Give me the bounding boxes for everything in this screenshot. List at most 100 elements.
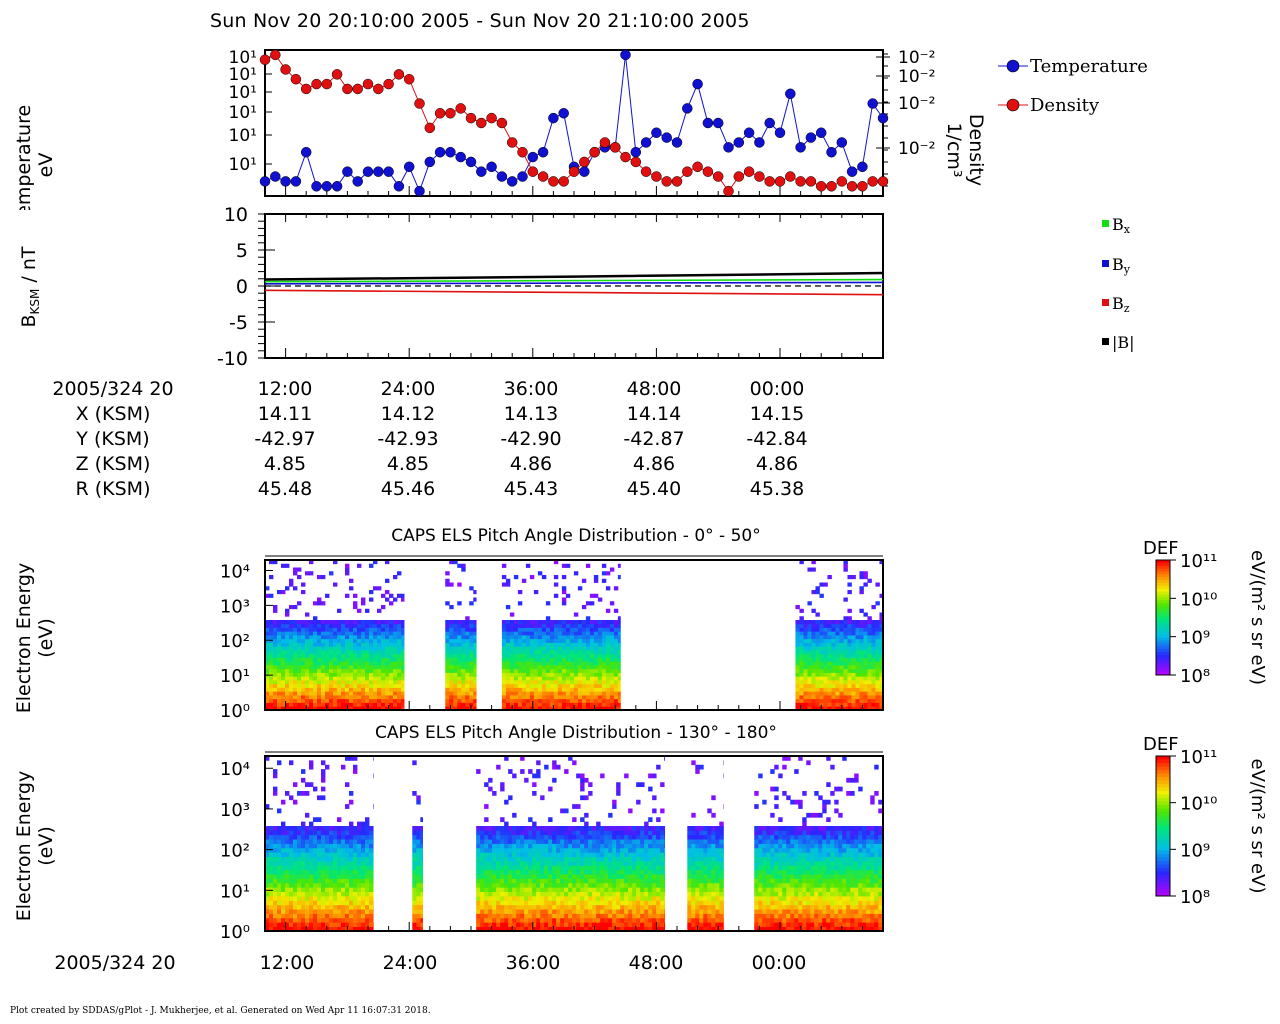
- spectrogram-cell: [353, 668, 358, 673]
- spectrogram-cell: [855, 691, 860, 696]
- spectrogram-cell: [529, 620, 535, 625]
- ephemeris-cell: 4.85: [387, 453, 429, 475]
- spectrogram-cell: [476, 839, 481, 844]
- spectrogram-cell: [548, 869, 553, 875]
- spectrogram-cell: [508, 891, 513, 897]
- spectrogram-cell: [556, 891, 561, 897]
- spectrogram-cell: [313, 887, 318, 893]
- spectrogram-cell: [863, 680, 868, 685]
- spectrogram-cell: [453, 627, 458, 632]
- spectrogram-cell: [564, 882, 569, 888]
- spectrogram-cell: [508, 847, 513, 853]
- spectrogram-cell: [349, 878, 354, 884]
- spectrogram-cell: [357, 623, 362, 628]
- spectrogram-cell: [420, 904, 423, 910]
- spectrogram-cell: [369, 563, 374, 568]
- spectrogram-cell: [533, 635, 539, 640]
- spectrogram-cell: [537, 642, 543, 647]
- spectrogram-cell: [835, 691, 840, 696]
- spectrogram-cell: [373, 900, 374, 906]
- spectrogram-cell: [385, 691, 390, 696]
- spectrogram-cell: [393, 657, 398, 662]
- spectrogram-cell: [552, 891, 557, 897]
- spectrogram-cell: [265, 852, 270, 858]
- spectrogram-cell: [353, 926, 358, 932]
- spectrogram-cell: [285, 865, 290, 871]
- spectrogram-cell: [353, 672, 358, 677]
- spectrogram-cell: [569, 653, 575, 658]
- spectrogram-cell: [265, 668, 270, 673]
- spectrogram-cell: [609, 627, 615, 632]
- spectrogram-cell: [313, 882, 318, 888]
- spectrogram-cell: [273, 676, 278, 681]
- spectrogram-cell: [596, 826, 601, 831]
- spectrogram-cell: [389, 638, 394, 643]
- spectrogram-cell: [552, 777, 557, 783]
- spectrogram-cell: [361, 601, 366, 606]
- spectrogram-cell: [851, 695, 856, 700]
- spectrogram-cell: [879, 616, 884, 621]
- spectrogram-cell: [341, 847, 346, 853]
- spectrogram-cell: [564, 808, 569, 814]
- spectrogram-cell: [416, 795, 421, 801]
- spectrogram-cell: [561, 657, 567, 662]
- spectrogram-cell: [309, 760, 314, 766]
- spectrogram-cell: [584, 878, 589, 884]
- spectrogram-cell: [592, 913, 597, 919]
- spectrogram-cell: [652, 922, 657, 928]
- spectrogram-cell: [305, 653, 310, 658]
- spectrogram-cell: [537, 638, 543, 643]
- colorbar-segment: [1156, 640, 1170, 644]
- spectrogram-cell: [863, 582, 868, 587]
- spectrogram-cell: [632, 826, 637, 831]
- spectrogram-cell: [317, 869, 322, 875]
- spectrogram-cell: [273, 631, 278, 636]
- spectrogram-cell: [811, 698, 816, 703]
- spectrogram-cell: [329, 672, 334, 677]
- spectrogram-cell: [601, 691, 607, 696]
- spectrogram-cell: [337, 661, 342, 666]
- spectrogram-cell: [449, 661, 454, 666]
- spectrogram-cell: [353, 764, 358, 770]
- spectrogram-cell: [353, 665, 358, 670]
- spectrogram-cell: [863, 698, 868, 703]
- spectrogram-cell: [449, 605, 454, 610]
- spectrogram-cell: [557, 672, 563, 677]
- spectrogram-cell: [349, 661, 354, 666]
- spectrogram-cell: [553, 672, 559, 677]
- spectrogram-cell: [416, 843, 421, 849]
- spectrogram-cell: [600, 843, 605, 849]
- spectrogram-cell: [544, 904, 549, 910]
- spectrogram-cell: [561, 631, 567, 636]
- spectrogram-cell: [453, 695, 458, 700]
- spectrogram-cell: [569, 695, 575, 700]
- spectrogram-cell: [361, 861, 366, 866]
- spectrogram-cell: [660, 917, 665, 923]
- spectrogram-cell: [576, 891, 581, 897]
- spectrogram-cell: [660, 830, 665, 836]
- spectrogram-cell: [480, 878, 485, 884]
- spectrogram-cell: [273, 773, 278, 779]
- spectrogram-cell: [616, 834, 621, 840]
- spectrogram-cell: [269, 623, 274, 628]
- temperature-point: [342, 166, 353, 177]
- spectrogram-cell: [381, 668, 386, 673]
- spectrogram-cell: [281, 680, 286, 685]
- spectrogram-cell: [664, 904, 666, 910]
- spectrogram-cell: [301, 631, 306, 636]
- spectrogram-cell: [617, 653, 621, 658]
- spectrogram-cell: [652, 773, 657, 779]
- spectrogram-cell: [412, 826, 417, 831]
- spectrogram-cell: [537, 635, 543, 640]
- spectrogram-cell: [361, 869, 366, 875]
- spectrogram-cell: [313, 672, 318, 677]
- spectrogram-cell: [807, 653, 812, 658]
- spectrogram-cell: [605, 657, 611, 662]
- spectrogram-cell: [612, 913, 617, 919]
- spectrogram-cell: [445, 657, 450, 662]
- spectrogram-cell: [580, 922, 585, 928]
- spectrogram-cell: [577, 646, 583, 651]
- spectrogram-cell: [453, 680, 458, 685]
- spectrogram-cell: [839, 676, 844, 681]
- spectrogram-cell: [453, 638, 458, 643]
